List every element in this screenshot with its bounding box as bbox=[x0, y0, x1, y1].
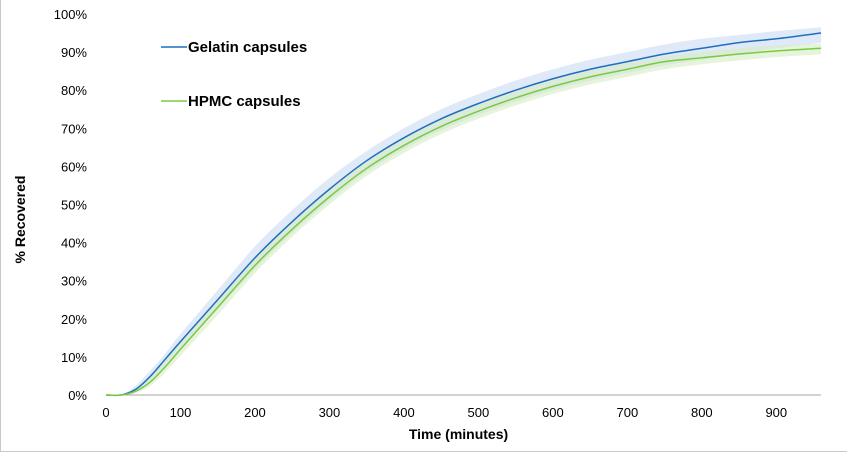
confidence-band-gelatin bbox=[106, 27, 821, 396]
legend-label-gelatin: Gelatin capsules bbox=[188, 39, 307, 56]
x-tick-label: 900 bbox=[765, 405, 787, 420]
y-axis-title: % Recovered bbox=[12, 176, 28, 264]
x-tick-labels: 0 100 200 300 400 500 600 700 800 900 bbox=[102, 405, 787, 420]
legend-item-hpmc: HPMC capsules bbox=[161, 93, 301, 110]
legend: Gelatin capsules HPMC capsules bbox=[161, 39, 307, 110]
x-tick-label: 400 bbox=[393, 405, 415, 420]
confidence-bands bbox=[106, 27, 821, 396]
y-tick-labels: 0% 10% 20% 30% 40% 50% 60% 70% 80% 90% 100% bbox=[54, 7, 88, 403]
y-tick-label: 10% bbox=[61, 350, 87, 365]
y-tick-label: 90% bbox=[61, 45, 87, 60]
series-line-gelatin bbox=[105, 32, 822, 397]
series-lines bbox=[105, 32, 822, 397]
x-tick-label: 800 bbox=[691, 405, 713, 420]
x-tick-label: 700 bbox=[617, 405, 639, 420]
y-tick-label: 30% bbox=[61, 274, 87, 289]
x-tick-label: 100 bbox=[170, 405, 192, 420]
y-tick-label: 40% bbox=[61, 236, 87, 251]
x-tick-label: 0 bbox=[102, 405, 109, 420]
y-tick-label: 20% bbox=[61, 312, 87, 327]
series-line-hpmc bbox=[105, 47, 822, 397]
y-tick-label: 50% bbox=[61, 198, 87, 213]
x-tick-label: 300 bbox=[319, 405, 341, 420]
y-tick-label: 70% bbox=[61, 121, 87, 136]
y-tick-label: 0% bbox=[68, 388, 87, 403]
y-tick-label: 80% bbox=[61, 83, 87, 98]
confidence-band-hpmc bbox=[106, 43, 821, 396]
x-tick-label: 600 bbox=[542, 405, 564, 420]
y-tick-label: 60% bbox=[61, 159, 87, 174]
x-axis-title: Time (minutes) bbox=[409, 426, 508, 442]
legend-label-hpmc: HPMC capsules bbox=[188, 93, 301, 110]
x-tick-label: 200 bbox=[244, 405, 266, 420]
x-tick-label: 500 bbox=[468, 405, 490, 420]
y-tick-label: 100% bbox=[54, 7, 88, 22]
legend-item-gelatin: Gelatin capsules bbox=[161, 39, 307, 56]
